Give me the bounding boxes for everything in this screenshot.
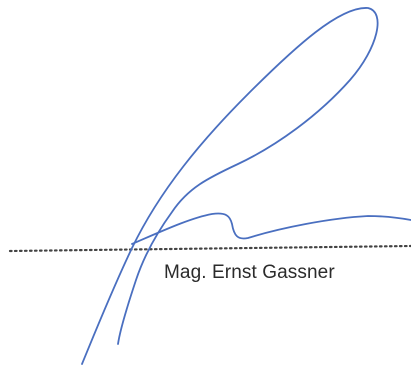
signature-stroke-loop xyxy=(81,7,379,365)
signature-stroke-tail xyxy=(131,212,411,245)
signature-dotted-line xyxy=(8,244,411,253)
signatory-name: Mag. Ernst Gassner xyxy=(164,262,335,283)
